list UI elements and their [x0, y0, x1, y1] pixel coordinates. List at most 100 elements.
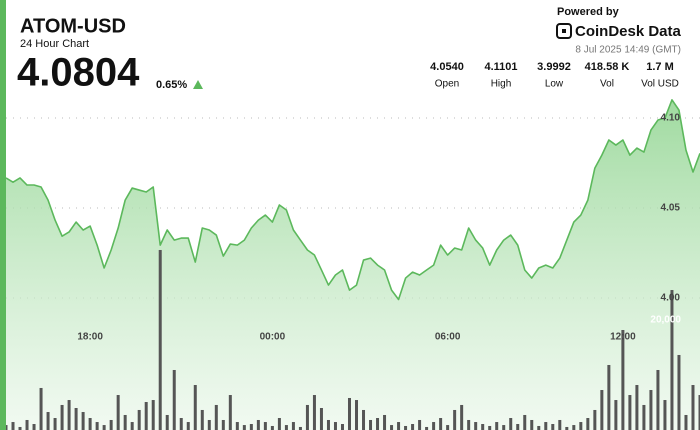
change: 0.65% — [156, 79, 187, 91]
volume-bar — [684, 414, 688, 430]
x-tick-label: 00:00 — [260, 332, 286, 343]
volume-bar — [523, 414, 527, 430]
stat-label: Open — [435, 79, 459, 90]
volume-bar — [172, 369, 176, 430]
volume-bar — [242, 425, 246, 430]
lines — [5, 99, 700, 301]
volume-bar — [446, 425, 450, 430]
volume-bar — [67, 400, 71, 430]
labels: 4.00 4.05 4.10 20,000 18:00 00:00 06:00 12:00 — [77, 113, 681, 343]
volume-bar — [509, 418, 513, 430]
volume-bar — [558, 419, 562, 430]
stat-value: 418.58 K — [585, 61, 630, 73]
volume-bar — [432, 422, 436, 430]
subtitle: 24 Hour Chart — [20, 38, 89, 50]
volume-bar — [544, 422, 548, 430]
volume-bar — [123, 414, 127, 430]
volume-bar — [628, 395, 632, 430]
volume-bar — [425, 426, 429, 430]
brand: CoinDesk Data — [575, 23, 682, 40]
volume-bar — [88, 418, 92, 430]
volume-bar — [326, 419, 330, 430]
volume-bar — [46, 412, 50, 430]
volume-bar — [221, 419, 225, 430]
volume-bar — [551, 424, 555, 430]
stat-label: High — [491, 79, 512, 90]
volume-bar — [460, 404, 464, 430]
volume-bar — [691, 385, 695, 430]
symbol: ATOM-USD — [20, 15, 126, 37]
stat-value: 4.1101 — [484, 61, 517, 73]
stat-label: Vol USD — [641, 79, 679, 90]
stat-label: Low — [545, 79, 564, 90]
volume-bar — [319, 407, 323, 430]
volume-bar — [60, 404, 64, 430]
volume-bar — [130, 422, 134, 430]
volume-bar — [144, 402, 148, 430]
volume-bar — [439, 418, 443, 430]
volume-bar — [397, 422, 401, 430]
volume-bar — [151, 400, 155, 430]
volume-bar — [656, 369, 660, 430]
volume-bar — [74, 407, 78, 430]
volume-bar — [411, 424, 415, 430]
volume-bar — [670, 290, 674, 430]
up-arrow — [193, 80, 203, 89]
volume-bar — [530, 419, 534, 430]
volume-bar — [179, 418, 183, 430]
volume-bar — [333, 422, 337, 430]
volume-bar — [467, 419, 471, 430]
plot-area: 4.00 4.05 4.10 20,000 18:00 00:00 06:00 12:00 — [4, 99, 700, 430]
volume-bar — [593, 409, 597, 430]
accent-strip — [0, 0, 6, 430]
stat-value: 4.0540 — [430, 61, 464, 73]
volume-bar — [642, 404, 646, 430]
volume-bar — [18, 426, 22, 430]
x-tick-label: 12:00 — [610, 332, 636, 343]
volume-bar — [11, 422, 15, 430]
stats: 4.0540 Open 4.1101 High 3.9992 Low 418.58 K Vol… — [430, 61, 679, 90]
volume-bar — [137, 409, 141, 430]
volume-bar — [390, 425, 394, 430]
volume-bar — [291, 422, 295, 430]
volume-bar — [355, 400, 359, 430]
volume-bar — [25, 419, 29, 430]
volume-bar — [698, 395, 700, 430]
volume-bar — [516, 424, 520, 430]
volume-bar — [404, 425, 408, 430]
volume-bar — [347, 397, 351, 430]
volume-bar — [586, 418, 590, 430]
volume-bar — [116, 395, 120, 430]
volume-bar — [109, 419, 113, 430]
volume-bar — [369, 419, 373, 430]
volume-bar — [376, 418, 380, 430]
volume-bar — [418, 419, 422, 430]
volume-bar — [32, 424, 36, 430]
volume-bar — [158, 249, 162, 430]
volume-bar — [607, 364, 611, 430]
stat-value: 3.9992 — [537, 61, 571, 73]
volume-bar — [312, 395, 316, 430]
y-tick-label: 4.05 — [661, 203, 681, 214]
volume-bar — [102, 425, 106, 430]
volume-bar — [277, 418, 281, 430]
volume-bar — [200, 409, 204, 430]
volume-bar — [39, 387, 43, 430]
volume-bar — [453, 409, 457, 430]
volume-bar — [263, 422, 267, 430]
volume-bar — [579, 422, 583, 430]
volume-bar — [488, 425, 492, 430]
volume-bar — [572, 425, 576, 430]
x-tick-label: 18:00 — [77, 332, 103, 343]
volume-bar — [270, 425, 274, 430]
y-tick-label: 4.10 — [661, 113, 681, 124]
volume-bar — [256, 419, 260, 430]
x-tick-label: 06:00 — [435, 332, 461, 343]
volume-bar — [614, 400, 618, 430]
volume-bar — [81, 412, 85, 430]
volume-bar — [537, 425, 541, 430]
volume-bar — [53, 418, 57, 430]
powered-by: Powered by — [557, 6, 620, 18]
